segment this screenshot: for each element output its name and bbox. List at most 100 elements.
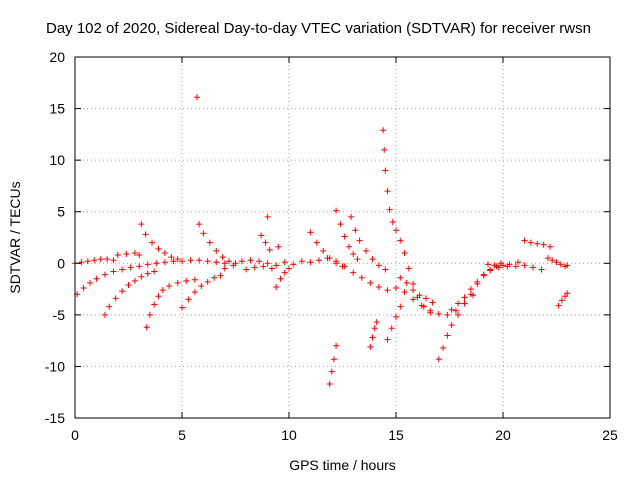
data-point — [258, 232, 265, 239]
data-point — [281, 269, 288, 276]
series-track-g — [179, 272, 224, 311]
data-point — [495, 264, 502, 271]
data-point — [339, 263, 346, 270]
series-track-u — [435, 262, 506, 363]
data-point — [369, 256, 376, 263]
data-point — [506, 261, 513, 268]
data-point — [397, 237, 404, 244]
data-point — [356, 237, 363, 244]
data-point — [467, 291, 474, 298]
data-point — [350, 269, 357, 276]
data-point — [196, 257, 203, 264]
data-point — [204, 278, 211, 285]
data-point — [101, 311, 108, 318]
y-axis-label: SDTVAR / TECUs — [7, 181, 23, 293]
data-point — [104, 256, 111, 263]
series-track-k — [258, 232, 273, 253]
grid-lines — [75, 57, 610, 418]
data-point — [429, 299, 436, 306]
data-point — [452, 307, 459, 314]
series-track-p — [348, 213, 389, 273]
series-outliers — [193, 94, 282, 250]
data-point — [330, 356, 337, 363]
data-point — [112, 295, 119, 302]
data-point — [326, 380, 333, 387]
data-point — [174, 279, 181, 286]
data-point — [91, 257, 98, 264]
y-tick-label: 0 — [57, 255, 65, 271]
data-point — [384, 287, 391, 294]
series-track-s — [384, 303, 404, 343]
y-tick-label: 5 — [57, 204, 65, 220]
data-point — [123, 251, 130, 258]
data-point — [534, 240, 541, 247]
data-point — [397, 274, 404, 281]
chart-title: Day 102 of 2020, Sidereal Day-to-day VTE… — [46, 20, 591, 37]
data-point — [435, 310, 442, 317]
data-point — [367, 343, 374, 350]
data-point — [564, 290, 571, 297]
data-point — [93, 275, 100, 282]
data-point — [529, 264, 536, 271]
data-point — [461, 294, 468, 301]
data-point — [281, 259, 288, 266]
data-point — [101, 271, 108, 278]
x-tick-label: 20 — [495, 427, 511, 443]
data-point — [350, 251, 357, 258]
data-point — [219, 254, 226, 261]
data-point — [326, 255, 333, 262]
data-point — [562, 293, 569, 300]
data-point — [119, 266, 126, 273]
data-point — [151, 301, 158, 308]
data-point — [467, 286, 474, 293]
data-point — [264, 260, 271, 267]
data-point — [119, 288, 126, 295]
series-track-b — [72, 256, 117, 267]
data-point — [371, 325, 378, 332]
data-point — [260, 263, 267, 270]
data-point — [138, 273, 145, 280]
y-tick-label: -10 — [45, 358, 65, 374]
data-point — [136, 263, 143, 270]
data-point — [125, 281, 132, 288]
data-point — [114, 252, 121, 259]
data-point — [307, 259, 314, 266]
data-point — [485, 261, 492, 268]
series-track-o — [333, 207, 361, 263]
series-track-c — [101, 268, 158, 318]
y-tick-label: 10 — [49, 152, 65, 168]
data-point — [298, 258, 305, 265]
data-point — [243, 266, 250, 273]
data-point — [435, 356, 442, 363]
data-point — [268, 265, 275, 272]
series-track-v — [448, 262, 545, 313]
data-point — [174, 256, 181, 263]
data-point — [183, 277, 190, 284]
data-point — [155, 245, 162, 252]
data-point — [348, 213, 355, 220]
data-point — [97, 256, 104, 263]
data-point — [275, 243, 282, 250]
series-track-x — [521, 237, 554, 250]
data-point — [401, 249, 408, 256]
data-point — [251, 264, 258, 271]
data-point — [159, 287, 166, 294]
data-point — [136, 252, 143, 259]
data-point — [247, 257, 254, 264]
series-track-t — [397, 274, 436, 306]
data-point — [191, 276, 198, 283]
data-point — [78, 259, 85, 266]
data-point — [555, 302, 562, 309]
series-track-w — [485, 259, 521, 269]
data-point — [547, 243, 554, 250]
data-point — [480, 271, 487, 278]
data-point — [557, 261, 564, 268]
data-point — [491, 262, 498, 269]
data-point — [221, 265, 228, 272]
data-point — [313, 239, 320, 246]
data-point — [193, 94, 200, 101]
y-tick-label: 20 — [49, 49, 65, 65]
data-point — [363, 247, 370, 254]
x-tick-label: 25 — [602, 427, 618, 443]
data-point — [179, 304, 185, 311]
